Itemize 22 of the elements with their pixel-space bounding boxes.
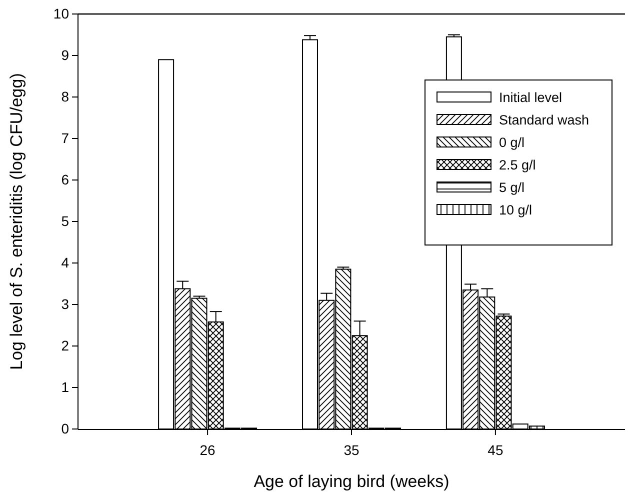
y-tick-label: 0	[61, 420, 70, 436]
legend-label: 10 g/l	[499, 202, 532, 218]
y-tick-label: 9	[61, 46, 70, 63]
y-tick-label: 8	[61, 88, 70, 104]
legend-label: Initial level	[499, 90, 562, 105]
y-tick-label: 10	[53, 5, 70, 22]
x-tick-label: 35	[344, 442, 360, 458]
y-tick-label: 4	[61, 254, 70, 270]
y-tick-label: 5	[61, 212, 70, 229]
y-tick-label: 7	[61, 130, 70, 146]
legend-label: Standard wash	[499, 112, 590, 128]
y-tick-label: 3	[61, 296, 70, 312]
x-tick-label: 26	[200, 442, 216, 458]
legend-label: 2.5 g/l	[499, 158, 536, 172]
legend-label: 5 g/l	[499, 180, 525, 195]
x-axis-title: Age of laying bird (weeks)	[254, 472, 450, 491]
legend-label: 0 g/l	[499, 135, 525, 150]
y-tick-label: 6	[61, 171, 70, 188]
y-tick-label: 2	[61, 337, 70, 354]
y-tick-label: 1	[61, 378, 70, 395]
y-axis-title: Log level of S. enteriditis (log CFU/egg)	[7, 73, 26, 370]
x-tick-label: 45	[488, 442, 504, 458]
